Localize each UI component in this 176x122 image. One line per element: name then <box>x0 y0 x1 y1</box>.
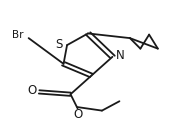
Text: Br: Br <box>12 30 24 40</box>
Text: N: N <box>115 49 124 62</box>
Text: S: S <box>55 38 63 51</box>
Text: O: O <box>27 84 37 97</box>
Text: O: O <box>74 108 83 121</box>
